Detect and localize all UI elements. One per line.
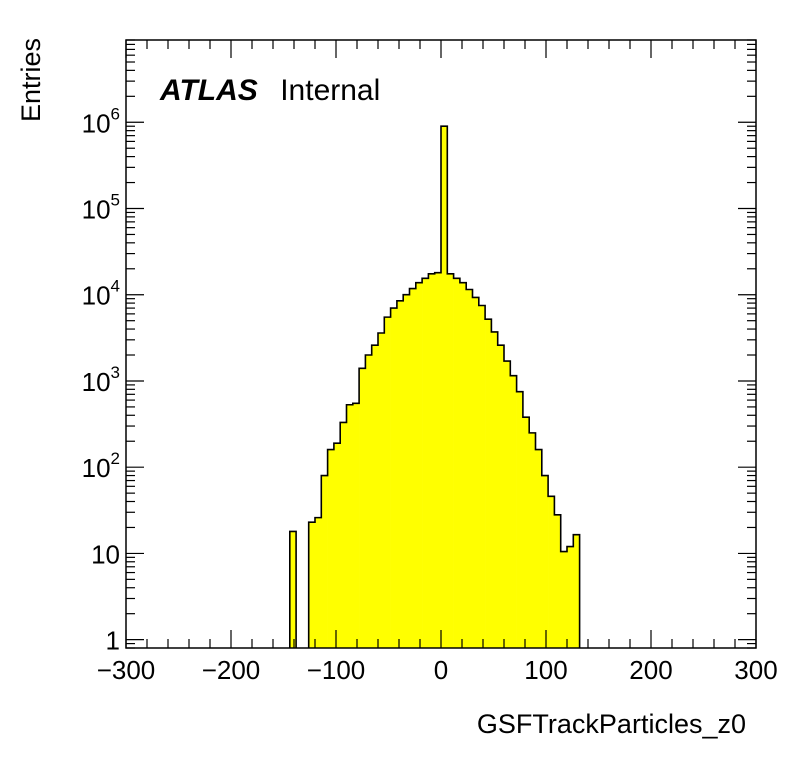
histogram-bar xyxy=(548,496,555,648)
histogram-bar xyxy=(289,531,297,648)
y-tick-exponent: 2 xyxy=(111,449,120,468)
histogram-bar xyxy=(308,522,316,648)
y-tick-label: 105 xyxy=(82,191,120,225)
histogram-bar xyxy=(428,273,435,648)
histogram-bar xyxy=(378,332,385,648)
histogram-bar xyxy=(554,514,561,648)
x-tick-label: 0 xyxy=(434,655,448,685)
histogram-bar xyxy=(422,278,429,648)
histogram-bar xyxy=(434,272,442,648)
histogram-bar xyxy=(447,273,454,648)
histogram-bar xyxy=(409,288,417,648)
histogram-bar xyxy=(522,417,530,648)
histogram-bar xyxy=(371,345,379,648)
x-tick-labels: −300 −200 −100 0 100 200 300 xyxy=(97,655,778,685)
histogram-outline xyxy=(289,125,581,648)
histogram-bars xyxy=(289,126,580,648)
histogram-bar xyxy=(327,449,335,648)
atlas-status: Internal xyxy=(280,74,380,107)
histogram-bar xyxy=(485,319,492,648)
atlas-label: ATLAS Internal xyxy=(159,74,380,107)
y-tick-label: 102 xyxy=(82,449,120,483)
y-tick-base: 10 xyxy=(82,108,111,138)
histogram-bar xyxy=(396,300,404,648)
histogram-bar xyxy=(415,282,423,648)
x-tick-label: 200 xyxy=(629,655,672,685)
histogram-bar xyxy=(359,368,366,648)
histogram-bar xyxy=(365,355,372,648)
histogram-bar xyxy=(529,432,536,648)
axis-ticks xyxy=(125,39,757,649)
histogram-bar xyxy=(472,297,480,648)
y-tick-label: 106 xyxy=(82,104,120,138)
y-tick-base: 10 xyxy=(82,281,111,311)
y-tick-base: 10 xyxy=(91,539,120,569)
x-tick-label: −300 xyxy=(97,655,156,685)
y-tick-exponent: 3 xyxy=(111,363,120,382)
histogram-bar xyxy=(340,422,347,648)
histogram-bar xyxy=(390,308,398,648)
atlas-experiment: ATLAS xyxy=(159,74,258,107)
y-tick-base: 10 xyxy=(82,453,111,483)
histogram-bar xyxy=(346,404,354,648)
histogram-bar xyxy=(384,317,391,648)
histogram-bar xyxy=(535,449,543,648)
x-tick-label: −200 xyxy=(202,655,261,685)
y-tick-exponent: 6 xyxy=(111,104,120,123)
histogram-bar xyxy=(504,361,511,648)
x-tick-label: 300 xyxy=(734,655,777,685)
y-tick-label: 103 xyxy=(82,363,120,397)
y-tick-label: 104 xyxy=(82,277,120,311)
y-axis-title: Entries xyxy=(16,38,46,122)
histogram-bar xyxy=(573,534,580,648)
y-tick-label: 10 xyxy=(91,539,120,569)
y-tick-base: 10 xyxy=(82,195,111,225)
histogram-bar xyxy=(315,517,322,648)
histogram-bar xyxy=(321,475,328,648)
histogram-bar xyxy=(352,403,360,648)
histogram-bar xyxy=(510,375,517,648)
histogram-bar xyxy=(403,294,410,648)
y-tick-exponent: 5 xyxy=(111,191,120,210)
x-tick-label: −100 xyxy=(307,655,366,685)
histogram-bar xyxy=(478,305,486,648)
y-tick-base: 10 xyxy=(82,367,111,397)
histogram-bar xyxy=(459,282,467,648)
y-tick-label: 1 xyxy=(106,626,120,656)
histogram-bar xyxy=(497,345,505,648)
y-tick-base: 1 xyxy=(106,626,120,656)
histogram-bar xyxy=(567,546,574,648)
histogram-bar xyxy=(516,391,524,648)
histogram-bar xyxy=(466,289,473,648)
y-tick-exponent: 4 xyxy=(111,277,120,296)
x-axis-title: GSFTrackParticles_z0 xyxy=(477,709,746,739)
x-tick-label: 100 xyxy=(524,655,567,685)
histogram-bar xyxy=(491,331,498,648)
histogram-bar xyxy=(441,126,448,648)
histogram-bar xyxy=(560,551,568,648)
histogram-bar xyxy=(453,278,461,648)
histogram-bar xyxy=(333,443,341,648)
histogram-bar xyxy=(541,475,549,648)
